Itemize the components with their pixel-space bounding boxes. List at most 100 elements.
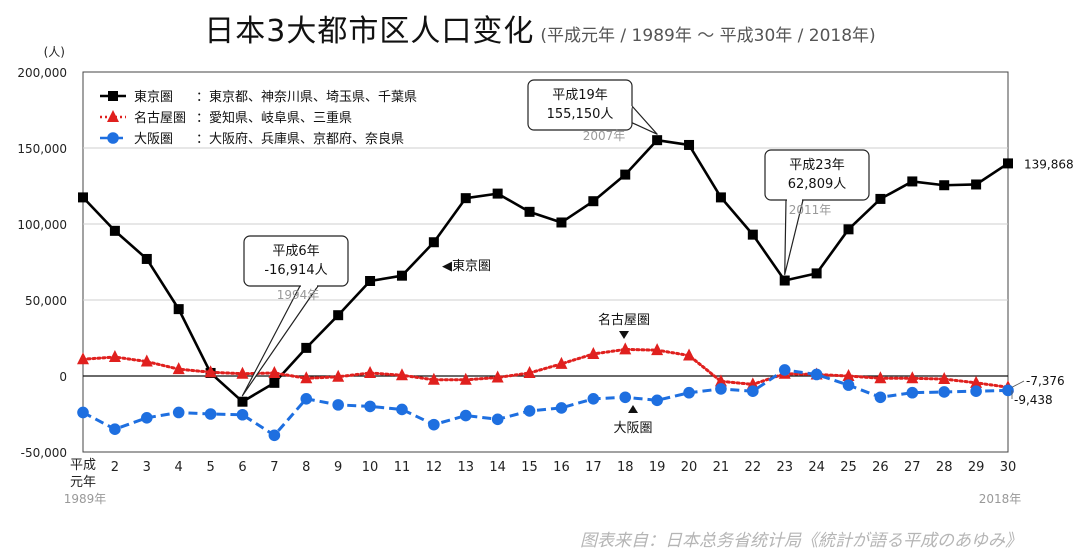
data-point [236,408,249,421]
data-point [332,369,345,382]
x-tick-label: 平成 [70,458,96,473]
data-point [715,192,726,203]
data-point [364,365,377,378]
series-label-tokyo: ◀東京圏 [442,258,491,274]
x-tick-label: 29 [968,460,985,475]
end-value-label: -7,376 [1026,374,1065,388]
data-point [109,423,121,436]
callout-text: 平成6年 [272,244,319,259]
chart-title-main: 日本3大都市区人口变化 [204,14,535,49]
y-tick-label: -50,000 [21,446,67,460]
x-tick-label: 27 [904,460,921,475]
end-value-label: 139,868 [1024,157,1074,171]
data-point [939,180,950,191]
data-point [428,237,439,248]
x-tick-label: 22 [745,460,762,475]
series-label-osaka: 大阪圏 [613,421,652,436]
data-point [683,348,696,361]
data-point [77,406,89,419]
data-point [555,356,568,369]
data-point [236,366,249,379]
data-point [683,386,695,399]
x-tick-label: 18 [617,460,634,475]
data-point [492,188,503,199]
x-tick-label: 17 [585,460,602,475]
x-tick-label: 13 [457,460,474,475]
y-tick-label: 50,000 [25,294,67,308]
data-point [268,365,281,378]
series-label-osaka-arrow [628,405,638,413]
data-point [1002,384,1014,397]
data-point [301,342,312,353]
callout-year: 1994年 [277,288,320,302]
data-point [588,196,599,207]
data-point [970,375,983,388]
data-point [619,342,632,355]
legend-marker [107,132,119,144]
data-point [907,176,918,187]
x-tick-label: 12 [426,460,443,475]
data-point [395,368,408,381]
series-label-nagoya-arrow [619,331,629,339]
legend-region-list: ：愛知県、岐阜県、三重県 [196,110,352,126]
data-point [587,393,600,405]
callout-seam [625,105,633,121]
data-point [491,370,504,383]
data-point [970,385,982,398]
x-tick-label: 21 [713,460,730,475]
data-point [78,192,88,203]
data-point [874,371,887,384]
data-point [172,406,185,419]
x-tick-label: 30 [1000,460,1017,475]
callout-year: 2011年 [789,203,832,217]
data-point [333,310,344,321]
end-value-label: -9,438 [1014,393,1053,407]
data-point [714,374,727,387]
data-point [587,346,600,359]
data-point [874,391,887,404]
x-tick-label: 15 [521,460,538,475]
x-tick-sublabel: 1989年 [64,492,107,506]
data-point [747,229,758,240]
data-point [364,400,376,413]
plot-frame [82,71,1009,453]
x-tick-label: 28 [936,460,953,475]
data-point [491,413,504,426]
chart-title: 日本3大都市区人口变化 (平成元年 / 1989年 ～ 平成30年 / 2018年… [0,6,1080,50]
data-point [365,276,376,286]
data-point [715,383,727,395]
x-tick-label: 16 [553,460,570,475]
data-point [459,372,472,385]
x-tick-label: 4 [175,460,183,475]
data-point [109,225,120,236]
callout-text: 155,150人 [547,107,614,122]
y-axis-unit: (人) [44,45,65,59]
x-tick-label: 23 [776,460,793,475]
data-point [555,402,568,414]
data-point [300,393,313,405]
series-line [82,368,1009,437]
x-tick-label: 24 [808,460,825,475]
data-point [938,372,951,385]
y-tick-label: 200,000 [17,66,67,80]
x-tick-label: 14 [489,460,506,475]
source-note: 图表来自：日本总务省统计局《統計が語る平成のあゆみ》 [580,531,1022,551]
end-value-leader [1011,380,1025,388]
data-point [108,350,121,362]
callout-text: 62,809人 [788,177,847,192]
x-tick-label: 10 [362,460,379,475]
data-point [619,391,632,404]
callout-box [527,79,633,131]
data-point [204,408,217,420]
data-point [651,343,664,356]
data-point [843,224,854,235]
x-tick-label: 元年 [70,475,96,490]
data-point [172,362,185,375]
data-point [842,369,855,381]
data-point [810,368,823,381]
x-tick-sublabel: 2018年 [979,492,1022,506]
data-point [1003,158,1013,169]
data-point [268,429,281,442]
y-tick-label: 0 [59,370,67,384]
data-point [460,193,471,204]
